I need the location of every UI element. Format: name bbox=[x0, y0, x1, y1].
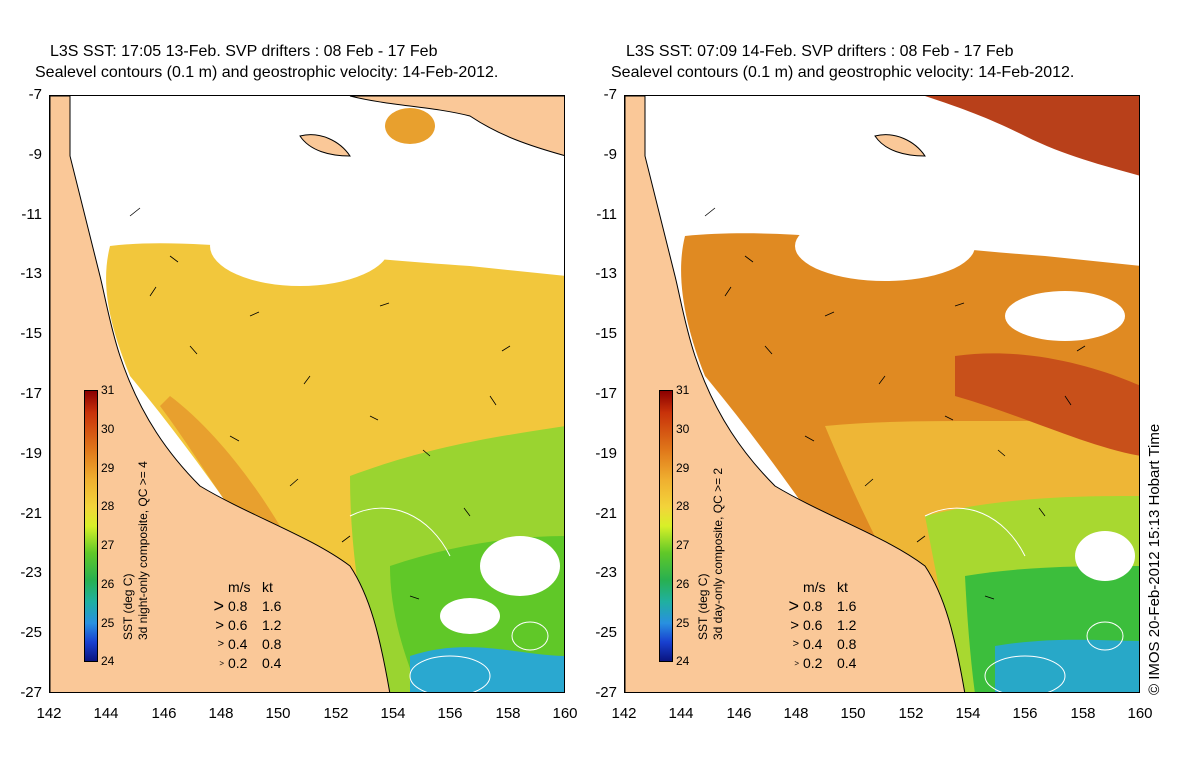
x-tick: 146 bbox=[151, 705, 177, 722]
legend-arrow-icon: > bbox=[792, 638, 799, 650]
x-tick: 142 bbox=[36, 705, 62, 722]
legend-arrow-icon: > bbox=[219, 659, 224, 668]
colorbar-tick: 24 bbox=[101, 654, 115, 668]
x-tick: 152 bbox=[898, 705, 924, 722]
y-tick: -21 bbox=[595, 505, 617, 522]
colorbar-tick: 30 bbox=[676, 422, 690, 436]
x-tick: 158 bbox=[495, 705, 521, 722]
colorbar-tick: 28 bbox=[101, 499, 115, 513]
x-tick: 154 bbox=[955, 705, 981, 722]
colorbar-tick: 26 bbox=[676, 577, 690, 591]
colorbar-tick: 30 bbox=[101, 422, 115, 436]
colorbar-tick: 25 bbox=[101, 616, 115, 630]
colorbar-tick: 27 bbox=[676, 538, 690, 552]
legend-arrow-icon: > bbox=[215, 617, 224, 634]
x-tick: 154 bbox=[380, 705, 406, 722]
x-tick: 146 bbox=[726, 705, 752, 722]
legend-row: >0.4 0.8 bbox=[777, 635, 857, 654]
legend-arrow-icon: > bbox=[217, 638, 224, 650]
colorbar-label-2: SST (deg C) bbox=[696, 573, 710, 640]
colorbar-tick: 29 bbox=[676, 461, 690, 475]
colorbar-tick: 29 bbox=[101, 461, 115, 475]
x-tick: 144 bbox=[93, 705, 119, 722]
legend-header: m/s kt bbox=[202, 578, 281, 597]
y-tick: -27 bbox=[595, 684, 617, 701]
legend-row: >0.6 1.2 bbox=[777, 616, 856, 635]
y-tick: -15 bbox=[20, 325, 42, 342]
legend-arrow-icon: > bbox=[794, 659, 799, 668]
sst-map-1-svg bbox=[50, 96, 564, 692]
legend-row: >0.2 0.4 bbox=[202, 654, 281, 673]
panel2-title-line2: Sealevel contours (0.1 m) and geostrophi… bbox=[611, 64, 1075, 81]
legend-arrow-icon: > bbox=[213, 596, 224, 616]
velocity-legend-1: m/s kt >0.8 1.6 >0.6 1.2 >0.4 0.8 >0.2 0.4 bbox=[202, 578, 281, 673]
sst-map-2-svg bbox=[625, 96, 1139, 692]
colorbar-tick: 26 bbox=[101, 577, 115, 591]
legend-row: >0.8 1.6 bbox=[777, 597, 856, 616]
legend-header-ms: m/s bbox=[803, 579, 826, 595]
y-tick: -25 bbox=[595, 624, 617, 641]
y-tick: -25 bbox=[20, 624, 42, 641]
x-tick: 148 bbox=[208, 705, 234, 722]
colorbar-tick: 24 bbox=[676, 654, 690, 668]
y-tick: -13 bbox=[595, 265, 617, 282]
colorbar-tick: 25 bbox=[676, 616, 690, 630]
legend-row: >0.6 1.2 bbox=[202, 616, 281, 635]
y-tick: -7 bbox=[28, 86, 42, 103]
y-tick: -13 bbox=[20, 265, 42, 282]
legend-arrow-icon: > bbox=[790, 617, 799, 634]
sst-colorbar-2 bbox=[659, 390, 673, 662]
sst-map-panel-2[interactable] bbox=[624, 95, 1140, 693]
panel1-title-line2: Sealevel contours (0.1 m) and geostrophi… bbox=[35, 64, 499, 81]
legend-arrow-icon: > bbox=[788, 596, 799, 616]
colorbar-tick: 31 bbox=[101, 383, 115, 397]
colorbar-sublabel-2: 3d day-only composite, QC >= 2 bbox=[711, 467, 725, 640]
y-tick: -23 bbox=[595, 564, 617, 581]
y-tick: -17 bbox=[595, 385, 617, 402]
sst-colorbar-1 bbox=[84, 390, 98, 662]
panel2-title-line1: L3S SST: 07:09 14-Feb. SVP drifters : 08… bbox=[626, 43, 1014, 60]
y-tick: -9 bbox=[603, 146, 617, 163]
x-tick: 142 bbox=[611, 705, 637, 722]
x-tick: 156 bbox=[437, 705, 463, 722]
x-tick: 160 bbox=[552, 705, 578, 722]
colorbar-label-1: SST (deg C) bbox=[121, 573, 135, 640]
x-tick: 156 bbox=[1012, 705, 1038, 722]
legend-header-kt: kt bbox=[262, 579, 273, 595]
sst-map-panel-1[interactable] bbox=[49, 95, 565, 693]
y-tick: -7 bbox=[603, 86, 617, 103]
y-tick: -27 bbox=[20, 684, 42, 701]
colorbar-sublabel-1: 3d night-only composite, QC >= 4 bbox=[136, 461, 150, 640]
x-tick: 148 bbox=[783, 705, 809, 722]
y-tick: -11 bbox=[21, 206, 42, 223]
y-tick: -23 bbox=[20, 564, 42, 581]
legend-row: >0.4 0.8 bbox=[202, 635, 282, 654]
colorbar-tick: 31 bbox=[676, 383, 690, 397]
colorbar-tick: 28 bbox=[676, 499, 690, 513]
x-tick: 158 bbox=[1070, 705, 1096, 722]
y-tick: -17 bbox=[20, 385, 42, 402]
legend-header-kt: kt bbox=[837, 579, 848, 595]
x-tick: 150 bbox=[840, 705, 866, 722]
velocity-legend-2: m/s kt >0.8 1.6 >0.6 1.2 >0.4 0.8 >0.2 0.4 bbox=[777, 578, 856, 673]
colorbar-tick: 27 bbox=[101, 538, 115, 552]
legend-header: m/s kt bbox=[777, 578, 856, 597]
legend-row: >0.2 0.4 bbox=[777, 654, 856, 673]
x-tick: 150 bbox=[265, 705, 291, 722]
y-tick: -19 bbox=[20, 445, 42, 462]
x-tick: 144 bbox=[668, 705, 694, 722]
panel1-title-line1: L3S SST: 17:05 13-Feb. SVP drifters : 08… bbox=[50, 43, 438, 60]
y-tick: -15 bbox=[595, 325, 617, 342]
y-tick: -11 bbox=[596, 206, 617, 223]
y-tick: -19 bbox=[595, 445, 617, 462]
x-tick: 152 bbox=[323, 705, 349, 722]
imos-credit: © IMOS 20-Feb-2012 15:13 Hobart Time bbox=[1146, 423, 1163, 695]
x-tick: 160 bbox=[1127, 705, 1153, 722]
legend-row: >0.8 1.6 bbox=[202, 597, 281, 616]
y-tick: -9 bbox=[28, 146, 42, 163]
y-tick: -21 bbox=[20, 505, 42, 522]
legend-header-ms: m/s bbox=[228, 579, 251, 595]
